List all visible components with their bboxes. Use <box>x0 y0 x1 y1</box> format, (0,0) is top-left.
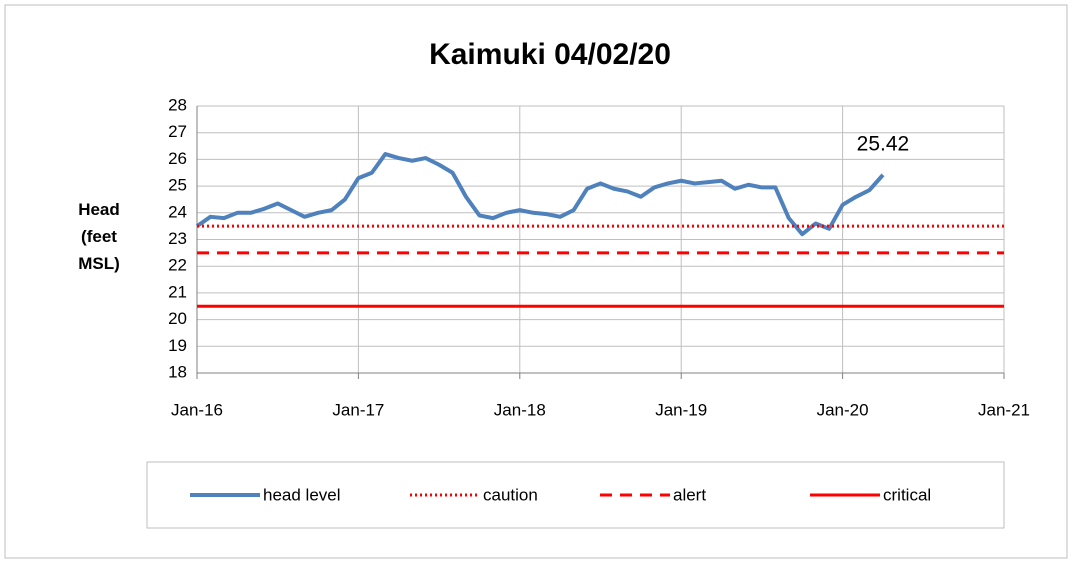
legend-label: critical <box>883 485 931 504</box>
y-tick-label: 28 <box>168 95 187 114</box>
y-tick-label: 18 <box>168 362 187 381</box>
y-tick-label: 23 <box>168 229 187 248</box>
y-tick-label: 25 <box>168 176 187 195</box>
x-tick-label: Jan-18 <box>494 400 546 419</box>
y-tick-label: 19 <box>168 336 187 355</box>
legend-label: head level <box>263 485 341 504</box>
y-tick-label: 22 <box>168 256 187 275</box>
y-tick-label: 26 <box>168 149 187 168</box>
y-tick-label: 21 <box>168 282 187 301</box>
x-tick-label: Jan-20 <box>817 400 869 419</box>
y-tick-label: 20 <box>168 309 187 328</box>
chart-title: Kaimuki 04/02/20 <box>429 38 671 71</box>
annotation: 25.42 <box>857 132 910 155</box>
y-tick-label: 27 <box>168 122 187 141</box>
legend-label: caution <box>483 485 538 504</box>
series-line <box>195 152 885 237</box>
y-axis-label: Head (feet MSL) <box>78 200 120 273</box>
y-tick-label: 24 <box>168 202 187 221</box>
x-tick-label: Jan-21 <box>978 400 1030 419</box>
x-tick-label: Jan-17 <box>332 400 384 419</box>
x-tick-label: Jan-16 <box>171 400 223 419</box>
x-tick-label: Jan-19 <box>655 400 707 419</box>
legend-label: alert <box>673 485 706 504</box>
